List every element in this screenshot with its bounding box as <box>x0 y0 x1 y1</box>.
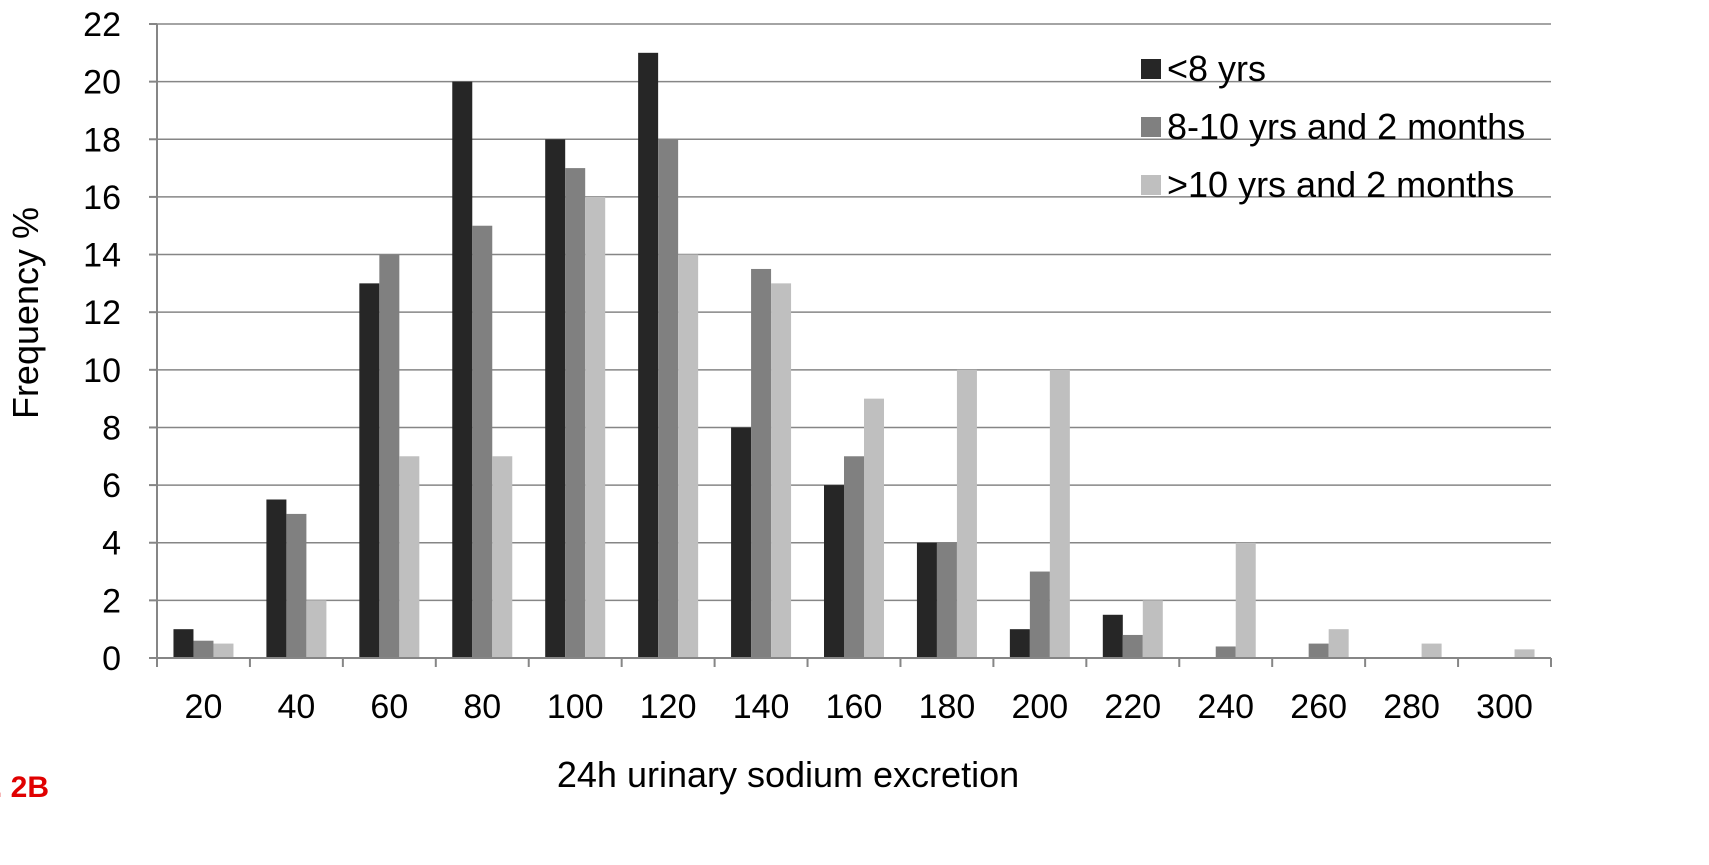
x-tick-label: 160 <box>826 688 883 726</box>
x-tick-label: 260 <box>1290 688 1347 726</box>
y-tick-label: 4 <box>102 525 121 563</box>
x-tick-label: 80 <box>463 688 501 726</box>
bar <box>936 542 957 658</box>
bar <box>844 456 864 658</box>
bar <box>399 456 420 658</box>
y-tick-label: 16 <box>83 179 121 217</box>
bar <box>1102 614 1123 658</box>
x-tick-label: 20 <box>185 688 223 726</box>
bar <box>751 268 772 658</box>
x-tick-label: 100 <box>547 688 604 726</box>
bar <box>472 225 493 658</box>
x-tick-label: 240 <box>1197 688 1254 726</box>
y-tick-label: 8 <box>102 409 121 447</box>
x-tick-label: 280 <box>1383 688 1440 726</box>
x-tick-label: 200 <box>1011 688 1068 726</box>
tick-labels: 0 2 4 6 8 10 12 14 16 18 20 22 20 40 60 80 100 120 140 160 1… <box>83 6 1533 726</box>
axes <box>156 24 1551 659</box>
y-tick-label: 22 <box>83 6 121 44</box>
bar <box>213 643 234 658</box>
bar <box>1009 629 1030 658</box>
bar <box>658 139 679 659</box>
bar <box>286 513 307 658</box>
y-tick-label: 10 <box>83 352 121 390</box>
y-tick-label: 0 <box>102 640 121 678</box>
bar <box>771 283 792 658</box>
legend-label: 8-10 yrs and 2 months <box>1167 106 1525 147</box>
y-axis-title: Frequency % <box>5 207 46 419</box>
bar <box>1049 369 1070 658</box>
y-tick-label: 14 <box>83 237 121 275</box>
bar <box>1142 600 1163 658</box>
legend-swatch <box>1141 59 1161 79</box>
bar <box>359 283 380 658</box>
bar <box>1308 643 1329 658</box>
legend-swatch <box>1141 175 1161 195</box>
bar <box>1421 643 1442 658</box>
bar <box>1328 629 1349 658</box>
bar <box>585 196 606 658</box>
bar <box>864 398 884 658</box>
y-tick-label: 12 <box>83 294 121 332</box>
legend-label: >10 yrs and 2 months <box>1167 164 1514 205</box>
bar <box>266 499 287 658</box>
y-tick-label: 2 <box>102 582 121 620</box>
bar <box>1029 571 1050 658</box>
x-tick-label: 180 <box>919 688 976 726</box>
bar <box>565 168 586 658</box>
legend-swatch <box>1141 117 1161 137</box>
x-tick-label: 120 <box>640 688 697 726</box>
bar <box>1215 646 1236 658</box>
bars <box>173 52 1535 659</box>
x-tick-label: 300 <box>1476 688 1533 726</box>
bar <box>379 254 400 658</box>
bar <box>824 485 844 658</box>
x-tick-label: 40 <box>277 688 315 726</box>
bar <box>173 629 194 658</box>
bar <box>1235 542 1256 658</box>
bar <box>452 81 473 659</box>
bar <box>1514 649 1535 658</box>
x-tick-label: 140 <box>733 688 790 726</box>
bar <box>492 456 513 658</box>
bar <box>956 369 977 658</box>
y-tick-label: 20 <box>83 64 121 102</box>
figure-label: . 2B <box>0 771 49 804</box>
bar <box>678 254 699 658</box>
x-axis-title: 24h urinary sodium excretion <box>557 754 1019 795</box>
bar <box>545 139 566 659</box>
bar <box>731 427 752 658</box>
x-tick-label: 220 <box>1104 688 1161 726</box>
bar <box>916 542 937 658</box>
bar <box>638 52 659 659</box>
y-tick-label: 18 <box>83 121 121 159</box>
legend: <8 yrs 8-10 yrs and 2 months >10 yrs and 2… <box>1141 48 1525 205</box>
bar <box>306 600 327 658</box>
legend-label: <8 yrs <box>1167 48 1266 89</box>
bar <box>1122 634 1143 658</box>
x-tick-label: 60 <box>370 688 408 726</box>
bar <box>193 640 214 658</box>
y-tick-label: 6 <box>102 467 121 505</box>
